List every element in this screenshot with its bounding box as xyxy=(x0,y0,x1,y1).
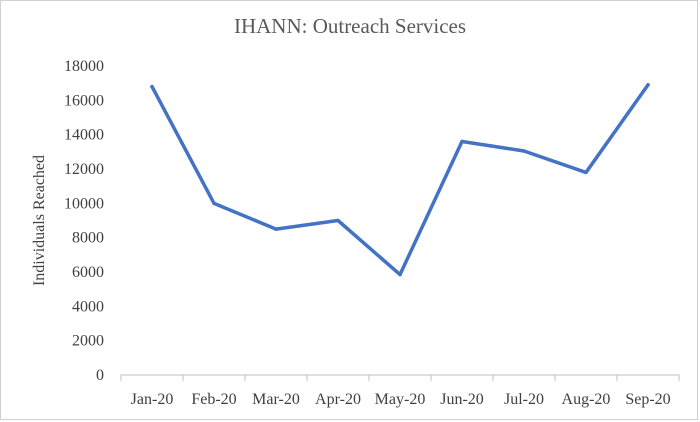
x-tick-label: Jun-20 xyxy=(440,391,484,408)
data-point xyxy=(398,272,402,277)
y-tick-label: 16000 xyxy=(64,92,104,109)
y-axis-ticks: 0 2000 4000 6000 8000 10000 12000 14000 16000 180… xyxy=(64,58,104,384)
data-point xyxy=(336,218,340,223)
chart-title: IHANN: Outreach Services xyxy=(233,14,467,38)
data-point xyxy=(212,201,216,206)
x-tick-label: Feb-20 xyxy=(191,391,236,408)
x-axis-ticks: Jan-20 Feb-20 Mar-20 Apr-20 May-20 Jun-20 Jul-… xyxy=(120,375,680,408)
y-tick-label: 8000 xyxy=(72,230,104,247)
y-tick-label: 6000 xyxy=(72,264,104,281)
data-point xyxy=(274,227,278,231)
y-tick-label: 14000 xyxy=(64,127,104,144)
x-tick-label: Jul-20 xyxy=(504,391,544,408)
series-layer xyxy=(150,83,650,277)
y-tick-label: 4000 xyxy=(72,298,104,315)
series-line xyxy=(150,83,650,277)
data-point xyxy=(584,170,588,175)
x-tick-label: Apr-20 xyxy=(315,391,361,408)
data-point xyxy=(646,83,650,87)
x-tick-label: Mar-20 xyxy=(252,391,300,408)
x-tick-label: Sep-20 xyxy=(625,391,670,408)
data-point xyxy=(150,84,154,89)
data-point xyxy=(522,149,526,153)
y-tick-label: 10000 xyxy=(64,195,104,212)
x-tick-label: Aug-20 xyxy=(562,391,611,408)
x-tick-label: May-20 xyxy=(375,391,426,408)
y-tick-label: 12000 xyxy=(64,161,104,178)
x-tick-label: Jan-20 xyxy=(131,391,174,408)
y-tick-label: 2000 xyxy=(72,333,104,350)
y-tick-label: 18000 xyxy=(64,58,104,75)
y-tick-label: 0 xyxy=(96,367,104,384)
y-axis-label: Individuals Reached xyxy=(31,155,48,286)
data-point xyxy=(460,139,464,144)
